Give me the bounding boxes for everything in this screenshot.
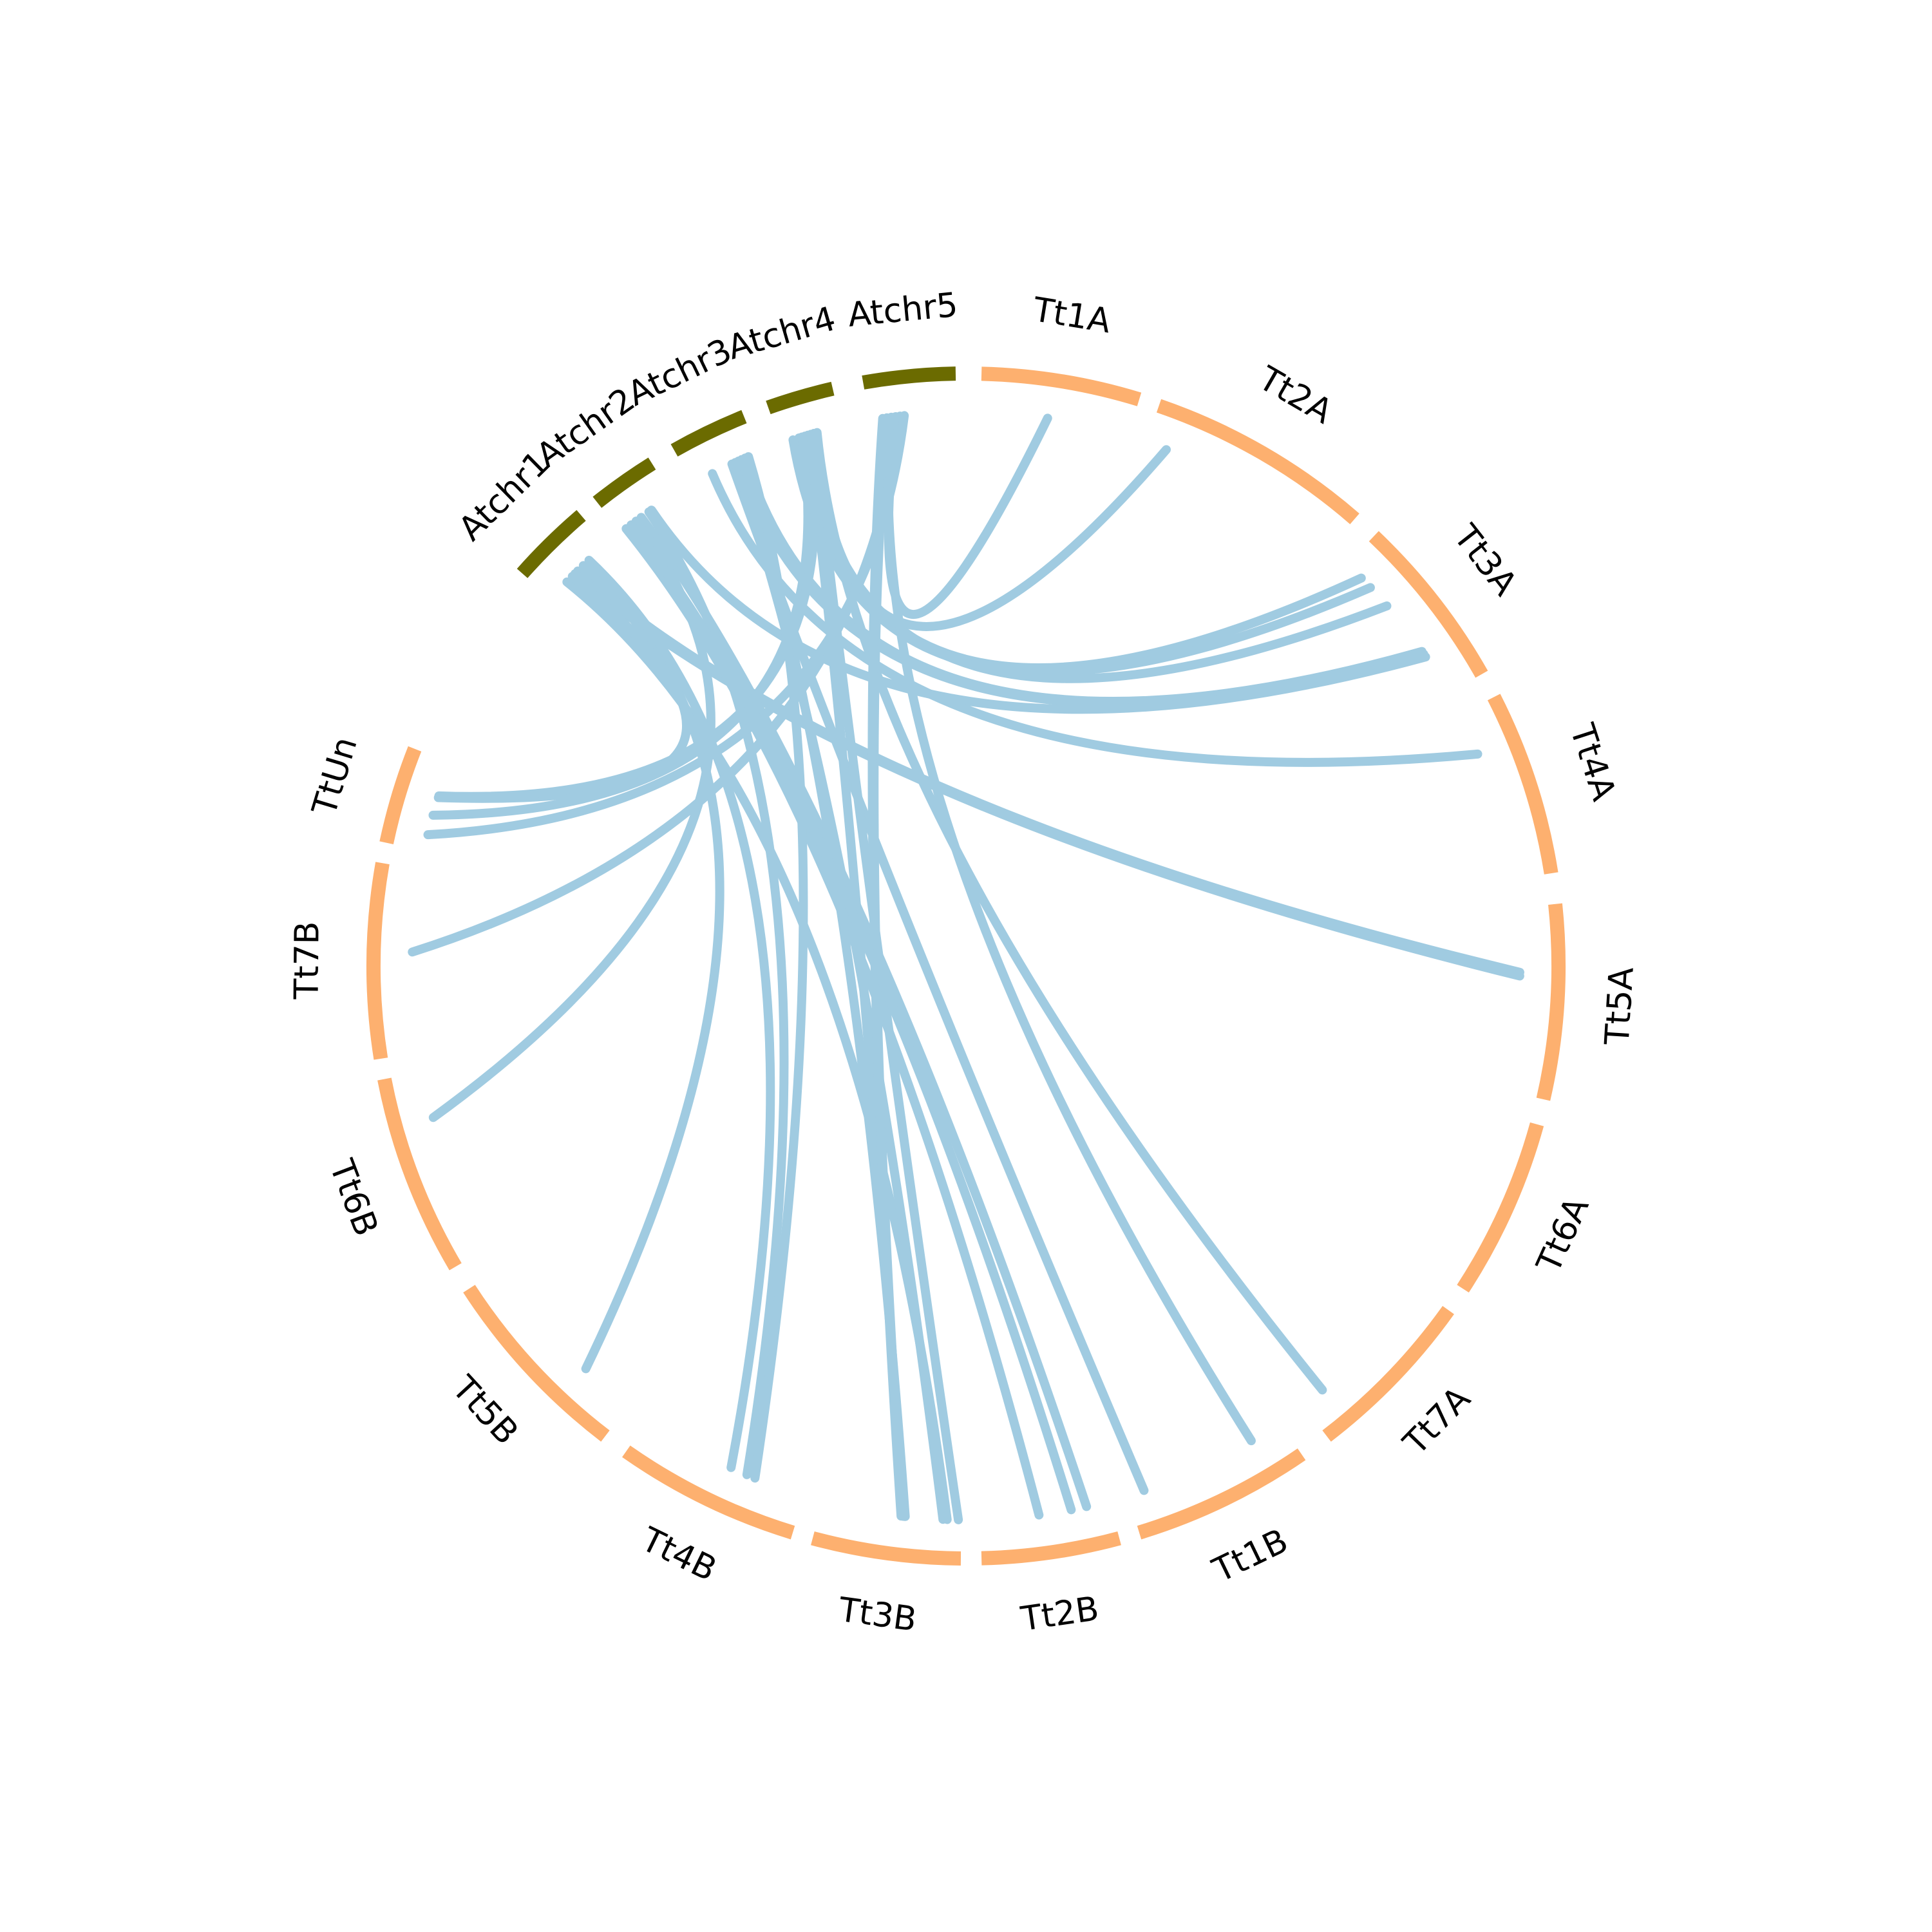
chromosome-arc-tt1b (1137, 1448, 1306, 1540)
label-tt1b: Tt1B (1206, 1522, 1294, 1591)
label-tt7a: Tt7A (1396, 1379, 1478, 1463)
label-atchr2: Atchr2 (529, 381, 641, 476)
label-tt2b: Tt2B (1018, 1589, 1101, 1639)
chromosome-arc-ttun (379, 746, 422, 845)
label-ttun: TtUn (305, 733, 365, 820)
chromosome-arc-tt4a (1487, 694, 1558, 875)
synteny-link (584, 556, 775, 1472)
label-tt2a: Tt2A (1251, 359, 1339, 431)
chromosome-arc-tt6a (1457, 1122, 1544, 1293)
label-tt3b: Tt3B (836, 1591, 919, 1640)
label-atchr4: Atchr4 (723, 299, 840, 367)
chromosome-arc-tt5a (1536, 903, 1566, 1101)
label-atchr5: Atchr5 (846, 286, 960, 335)
label-atchr3: Atchr3 (621, 331, 737, 413)
synteny-link (884, 412, 1256, 1446)
label-tt4a: Tt4A (1562, 719, 1623, 806)
chromosome-arc-tt6b (377, 1077, 462, 1271)
synteny-link (744, 452, 808, 1483)
label-tt1a: Tt1A (1030, 290, 1113, 341)
chromosome-arc-tt4b (622, 1445, 795, 1540)
label-tt6b: Tt6B (321, 1154, 385, 1241)
chromosome-arc-tt7b (366, 862, 390, 1060)
chromosome-arc-atchr3 (670, 410, 747, 457)
label-tt6a: Tt6A (1530, 1191, 1597, 1279)
chromosome-arc-tt1a (981, 366, 1142, 406)
label-tt5b: Tt5B (444, 1368, 526, 1452)
chromosome-arcs (366, 366, 1566, 1566)
chromosome-arc-atchr1 (516, 510, 586, 578)
chromosome-arc-tt3b (811, 1531, 961, 1566)
chromosome-arc-atchr4 (766, 381, 835, 415)
chromosome-arc-tt2a (1156, 399, 1359, 524)
chromosome-arc-tt5b (463, 1285, 610, 1442)
chromosome-arc-tt7a (1322, 1305, 1454, 1442)
synteny-link (434, 430, 820, 801)
chromosome-arc-atchr2 (592, 457, 656, 508)
synteny-link (428, 516, 715, 1122)
label-tt3a: Tt3A (1446, 517, 1525, 603)
synteny-link (627, 520, 1076, 1515)
synteny-links (408, 411, 1524, 1524)
synteny-link (644, 507, 789, 1479)
synteny-link (578, 561, 724, 1374)
label-tt4b: Tt4B (635, 1520, 723, 1589)
synteny-link (570, 569, 1524, 981)
chromosome-arc-atchr5 (862, 366, 956, 390)
chromosome-arc-tt2b (981, 1531, 1121, 1566)
label-tt5a: Tt5A (1598, 966, 1641, 1047)
label-tt7b: Tt7B (288, 921, 327, 999)
chromosome-arc-tt3a (1368, 531, 1488, 678)
